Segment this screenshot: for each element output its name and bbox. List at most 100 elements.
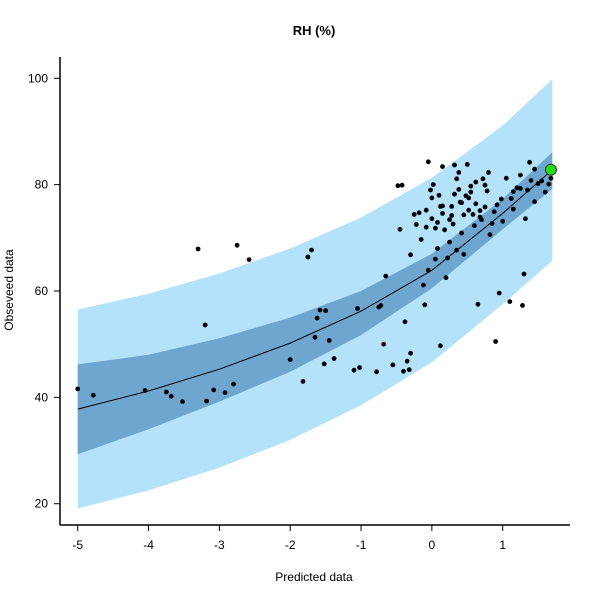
data-point [487, 232, 493, 238]
data-point [475, 301, 481, 307]
data-point [520, 303, 525, 308]
data-point [459, 200, 464, 206]
data-point [491, 209, 497, 215]
data-point [535, 181, 541, 187]
data-point [496, 290, 502, 296]
data-point [503, 175, 509, 181]
data-point [464, 162, 470, 167]
data-point [416, 210, 422, 216]
data-point [440, 164, 445, 170]
chart-title: RH (%) [293, 23, 336, 38]
data-point [331, 356, 337, 361]
data-point [90, 392, 96, 398]
data-point [399, 182, 405, 188]
data-point [466, 207, 472, 213]
data-point [525, 187, 530, 193]
data-point [494, 202, 500, 208]
data-point [326, 338, 332, 343]
data-point [381, 341, 387, 347]
data-point [438, 343, 443, 349]
data-point [408, 350, 413, 356]
y-tick-label: 100 [28, 71, 48, 85]
data-point [493, 339, 498, 344]
data-point [402, 319, 408, 325]
data-point [413, 222, 419, 227]
data-point [440, 211, 445, 216]
data-point [180, 399, 185, 404]
data-point [383, 273, 389, 279]
data-point [436, 192, 442, 198]
data-point [163, 389, 169, 395]
data-point [472, 223, 477, 229]
data-point [195, 246, 201, 252]
data-point [532, 166, 537, 172]
data-point [300, 379, 306, 384]
data-point [480, 176, 486, 182]
data-point [421, 282, 426, 288]
data-point [454, 247, 460, 253]
data-point [314, 315, 320, 321]
data-point [447, 217, 452, 223]
data-point [428, 187, 433, 193]
data-point [542, 189, 548, 195]
data-point [425, 159, 431, 165]
data-point [168, 393, 174, 399]
data-point [450, 221, 456, 227]
x-tick-label: 1 [499, 538, 506, 552]
data-point [287, 357, 293, 362]
data-point [406, 367, 412, 373]
data-point [411, 212, 417, 217]
y-tick-label: 20 [35, 497, 49, 511]
confidence-band [77, 152, 553, 455]
x-tick-label: -5 [72, 538, 83, 552]
data-point [508, 196, 514, 201]
x-tick-label: -4 [143, 538, 154, 552]
data-point [470, 212, 476, 217]
x-tick-label: -2 [285, 538, 296, 552]
data-point [498, 196, 504, 202]
data-point [548, 175, 554, 181]
data-point [357, 365, 362, 370]
data-point [518, 172, 523, 178]
data-point [461, 212, 467, 218]
data-point [461, 251, 467, 257]
data-point [452, 191, 457, 197]
data-point [477, 214, 483, 220]
data-point [418, 237, 424, 242]
data-point [523, 216, 528, 222]
data-point [510, 189, 516, 195]
data-point [539, 178, 545, 184]
data-point [449, 213, 455, 218]
data-point [459, 230, 464, 236]
data-point [452, 162, 457, 168]
data-point [443, 275, 449, 281]
data-point [422, 302, 428, 308]
x-tick-label: -1 [356, 538, 367, 552]
data-point [546, 181, 552, 187]
prediction-band [77, 79, 553, 509]
data-point [211, 387, 217, 393]
data-point [430, 182, 436, 188]
data-point [484, 188, 490, 194]
data-point [433, 225, 438, 231]
data-point [473, 201, 479, 207]
data-point [500, 218, 506, 224]
axes: -5 -4 -3 -2 -1 0 1 20 40 60 80 100 [28, 57, 570, 552]
data-point [445, 255, 450, 261]
data-point [234, 242, 240, 248]
data-point [202, 322, 208, 328]
data-point [468, 183, 474, 189]
data-point [397, 226, 403, 232]
data-point [305, 254, 311, 260]
data-point [404, 358, 410, 364]
data-point [447, 239, 452, 245]
data-point [351, 367, 357, 373]
data-point [323, 308, 328, 314]
data-point [309, 247, 314, 253]
data-point [528, 178, 534, 183]
data-point [142, 388, 148, 393]
data-point [374, 369, 379, 375]
data-point [75, 386, 81, 392]
x-tick-label: 0 [429, 538, 436, 552]
data-point [468, 189, 474, 195]
